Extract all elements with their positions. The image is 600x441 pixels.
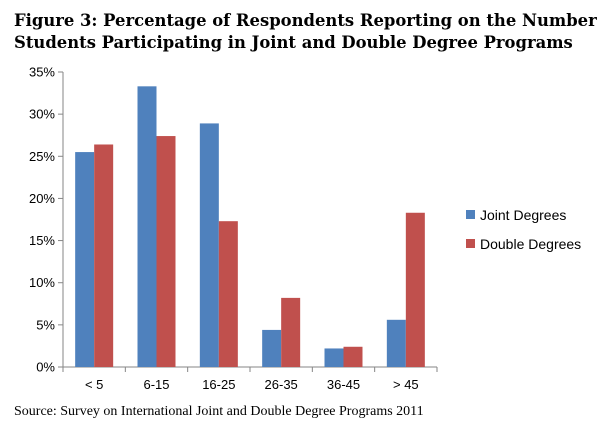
bar-double-degrees-1 [156,136,176,367]
legend-label-0: Joint Degrees [480,207,566,223]
legend-swatch-1 [466,239,475,248]
x-tick-label-4: 36-45 [327,377,360,392]
figure-title-line-2: Students Participating in Joint and Doub… [14,33,573,52]
legend-label-1: Double Degrees [480,236,581,252]
bar-double-degrees-2 [218,221,238,367]
bar-joint-degrees-1 [137,86,157,367]
x-tick-label-5: > 45 [393,377,419,392]
bar-joint-degrees-5 [386,319,406,367]
x-tick-label-1: 6-15 [143,377,169,392]
y-tick-label-3: 15% [29,233,55,248]
y-tick-label-6: 30% [29,107,55,122]
y-tick-label-7: 35% [29,65,55,80]
y-tick-label-4: 20% [29,191,55,206]
bar-joint-degrees-0 [75,152,95,367]
x-tick-label-2: 16-25 [202,377,235,392]
y-tick-label-1: 5% [36,317,55,332]
x-tick-label-3: 26-35 [265,377,298,392]
bar-double-degrees-4 [343,346,363,367]
figure-title-line-1: Figure 3: Percentage of Respondents Repo… [14,11,600,30]
bar-double-degrees-0 [94,144,114,367]
y-tick-label-0: 0% [36,360,55,375]
y-tick-label-5: 25% [29,149,55,164]
y-tick-label-2: 10% [29,275,55,290]
legend-swatch-0 [466,210,475,219]
bar-joint-degrees-2 [199,123,219,368]
x-tick-label-0: < 5 [85,377,103,392]
bar-double-degrees-3 [281,297,301,367]
bar-joint-degrees-4 [324,348,344,367]
bar-double-degrees-5 [405,212,425,367]
figure-source: Source: Survey on International Joint an… [14,404,424,419]
figure-title: Figure 3: Percentage of Respondents Repo… [14,10,600,54]
bar-joint-degrees-3 [262,329,282,367]
